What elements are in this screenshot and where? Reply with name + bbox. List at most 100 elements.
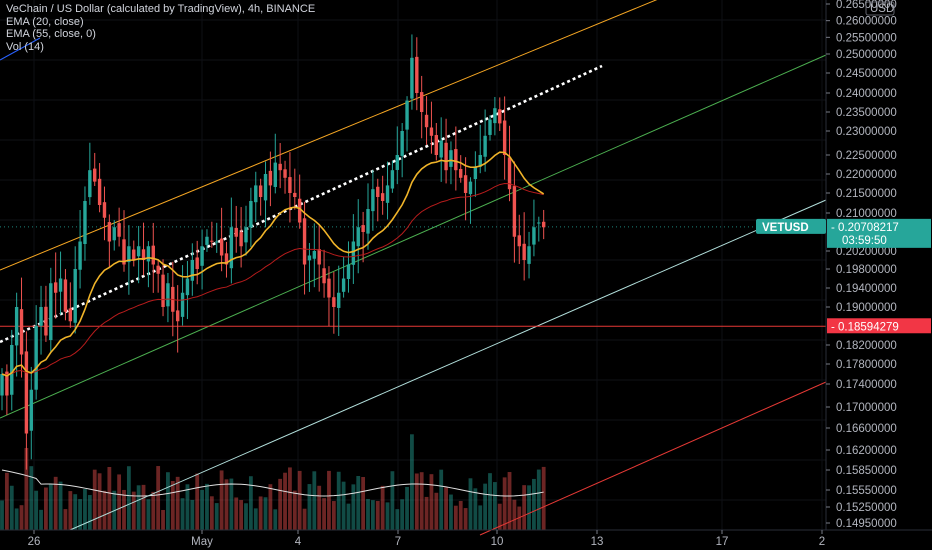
candle-body: [88, 170, 92, 198]
volume-bar: [63, 509, 68, 530]
candle-body: [34, 326, 38, 390]
channel-upper-line[interactable]: [0, 0, 826, 271]
volume-bar: [209, 496, 214, 530]
volume-bar: [512, 499, 517, 530]
volume-bar: [185, 484, 190, 530]
time-tick-label: 7: [395, 536, 401, 548]
volume-bar: [366, 499, 370, 530]
candle-body: [356, 227, 360, 247]
candle-body: [244, 227, 248, 243]
candle-body: [380, 193, 385, 201]
volume-bar: [73, 494, 78, 530]
volume-bar: [78, 499, 82, 530]
volume-bar: [414, 473, 419, 530]
legend-title[interactable]: VeChain / US Dollar (calculated by Tradi…: [6, 3, 316, 15]
time-tick-label: 17: [716, 536, 729, 548]
volume-bar: [453, 505, 458, 530]
volume-bar: [175, 476, 180, 530]
volume-bar: [92, 469, 97, 530]
candle-body: [58, 278, 63, 292]
candle-body: [434, 135, 439, 155]
volume-bar: [87, 495, 92, 530]
price-tick-label: 0.19800000: [836, 264, 897, 276]
candle-body: [293, 192, 297, 197]
legend-ema20[interactable]: EMA (20, close): [6, 15, 84, 28]
time-tick-label: 10: [491, 536, 504, 548]
volume-bar: [288, 467, 292, 530]
volume-bar: [497, 503, 502, 530]
candle-body: [278, 163, 282, 171]
legend-vol[interactable]: Vol (14): [6, 40, 44, 53]
candle-body: [483, 135, 487, 157]
symbol-tag: [756, 218, 826, 234]
volume-bar: [390, 471, 395, 530]
volume-bar: [4, 472, 9, 530]
price-tick-label: 0.17400000: [836, 379, 897, 391]
volume-bar: [322, 498, 326, 530]
time-axis[interactable]: 26 May 4 7 10 13 17 2: [0, 529, 932, 548]
last-price-label: - 0.20708217: [831, 222, 899, 234]
candle-body: [541, 221, 546, 228]
blue-trend-line[interactable]: [0, 37, 41, 61]
price-tick-label: 0.19000000: [836, 302, 897, 314]
candle-body: [502, 120, 507, 155]
candle-body: [419, 92, 424, 112]
price-tick-label: 0.23500000: [836, 107, 897, 119]
candle-body: [10, 345, 14, 395]
volume-bar: [214, 503, 219, 530]
currency-label[interactable]: USD: [870, 3, 894, 15]
volume-bar: [156, 466, 161, 530]
price-tick-label: 0.19400000: [836, 283, 897, 295]
volume-bar: [205, 483, 209, 530]
volume-bar: [97, 473, 102, 530]
candle-body: [161, 274, 165, 307]
volume-bar: [136, 485, 141, 530]
candle-body: [14, 307, 19, 346]
candle-body: [39, 307, 43, 326]
price-tick-label: 0.16600000: [836, 423, 897, 435]
candle-body: [429, 127, 434, 136]
candle-body: [258, 185, 263, 197]
volume-bar: [419, 472, 424, 530]
candle-body: [63, 279, 68, 312]
volume-bar: [200, 489, 204, 530]
channel-lower-line[interactable]: [69, 199, 827, 531]
candle-body: [400, 131, 404, 156]
volume-bar: [463, 508, 468, 530]
candle-body: [156, 265, 160, 274]
candle-body: [24, 351, 29, 434]
candle-body: [341, 278, 346, 292]
volume-bar: [39, 509, 43, 530]
candle-body: [44, 306, 48, 336]
price-axis[interactable]: 0.265000000.260000000.255000000.25000000…: [825, 0, 897, 530]
volume-bar: [58, 481, 63, 530]
volume-bar: [9, 485, 14, 530]
volume-bar: [444, 487, 448, 530]
volume-bar: [278, 478, 283, 530]
candle-body: [73, 269, 77, 323]
volume-bar: [53, 476, 58, 530]
time-tick-label: May: [191, 536, 213, 548]
channel-mid-line[interactable]: [0, 54, 827, 419]
candle-body: [210, 240, 214, 242]
volume-bar: [458, 500, 463, 530]
price-tick-label: 0.14950000: [836, 518, 897, 530]
candle-body: [459, 168, 463, 178]
volume-bar: [263, 497, 268, 530]
candle-body: [146, 246, 151, 262]
volume-bar: [244, 503, 248, 530]
price-tick-label: 0.22500000: [836, 150, 897, 162]
volume-bar: [424, 496, 429, 530]
candle-body: [366, 209, 370, 234]
volume-bar: [502, 477, 507, 530]
channel-red-line[interactable]: [479, 381, 827, 536]
candle-body: [498, 109, 502, 124]
legend-ema55[interactable]: EMA (55, close, 0): [6, 28, 96, 40]
candle-body: [346, 264, 351, 280]
volume-bar: [0, 500, 4, 530]
price-tick-label: 0.24500000: [836, 68, 897, 80]
volume-bar: [488, 473, 492, 530]
volume-bar: [385, 502, 390, 530]
